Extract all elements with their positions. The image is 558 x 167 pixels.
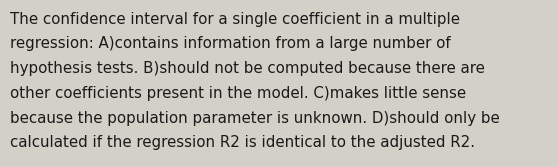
Text: hypothesis tests. B)should not be computed because there are: hypothesis tests. B)should not be comput… [10, 61, 485, 76]
Text: other coefficients present in the model. C)makes little sense: other coefficients present in the model.… [10, 86, 466, 101]
Text: The confidence interval for a single coefficient in a multiple: The confidence interval for a single coe… [10, 12, 460, 27]
Text: regression: A)contains information from a large number of: regression: A)contains information from … [10, 36, 451, 51]
Text: calculated if the regression R2 is identical to the adjusted R2.: calculated if the regression R2 is ident… [10, 135, 475, 150]
Text: because the population parameter is unknown. D)should only be: because the population parameter is unkn… [10, 111, 500, 126]
